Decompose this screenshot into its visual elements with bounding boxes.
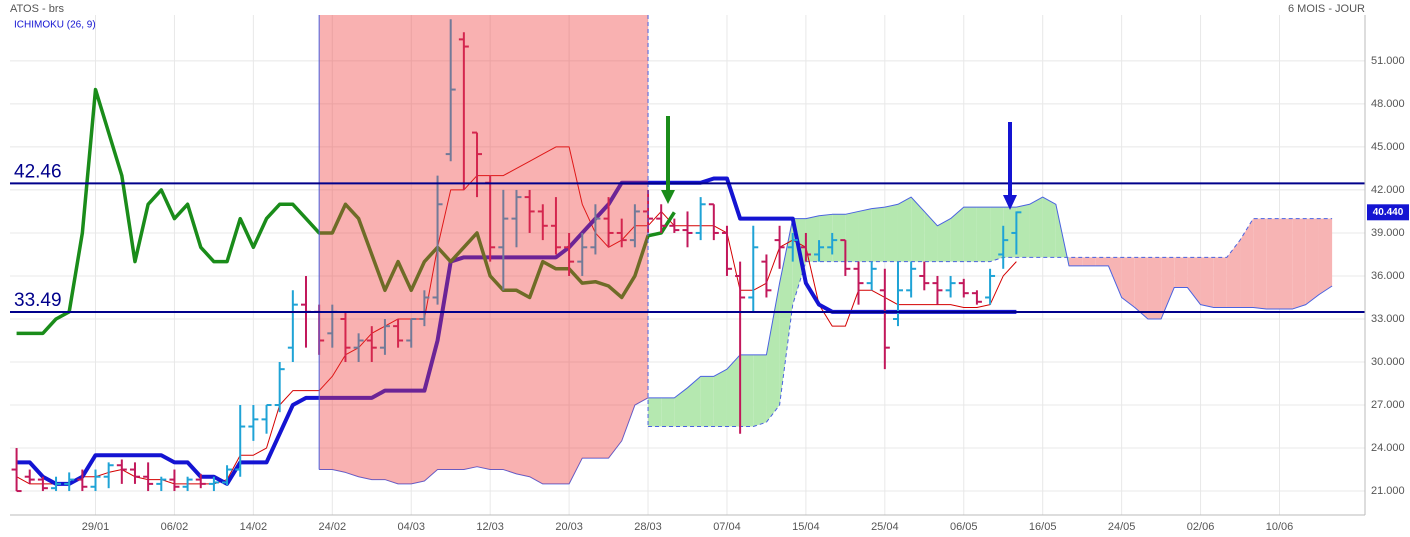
cloud [713,369,727,427]
cloud [674,387,688,427]
cloud [661,397,675,427]
cloud [1147,257,1162,319]
x-tick-label: 02/06 [1187,521,1215,533]
y-tick-label: 45.000 [1371,141,1405,153]
x-tick-label: 14/02 [240,521,268,533]
cloud [819,214,833,262]
y-tick-label: 21.000 [1371,485,1405,497]
line-series [319,196,1333,485]
x-tick-label: 06/02 [161,521,189,533]
overlay: 42.46 33.49 [10,161,1365,313]
plot-area [10,15,1365,515]
y-tick-label: 48.000 [1371,98,1405,110]
cloud [845,211,859,262]
line-series [648,218,1333,428]
y-tick-label: 51.000 [1371,55,1405,67]
cloud [976,207,991,262]
cloud [1187,257,1201,305]
cloud [1266,218,1280,309]
x-tick-label: 28/03 [634,521,662,533]
cloud [1161,257,1175,319]
cloud [1213,257,1227,308]
cloud [1121,257,1135,308]
level-label: 42.46 [14,161,62,182]
cloud [648,397,662,427]
chart-subtitle: 6 MOIS - JOUR [1288,3,1365,15]
x-tick-label: 29/01 [82,521,110,533]
cloud [950,207,964,262]
y-tick-label: 33.000 [1371,313,1405,325]
cloud [753,354,767,427]
y-tick-label: 24.000 [1371,442,1405,454]
cloud [937,218,951,262]
cloud [1200,257,1214,308]
cloud [1318,218,1333,295]
x-tick-label: 07/04 [713,521,741,533]
cloud [832,214,846,262]
cloud-zone [319,15,649,484]
cloud [963,207,977,262]
level-label: 33.49 [14,290,62,311]
cloud [858,208,872,262]
cloud [1016,204,1030,258]
arrow-green [661,116,675,204]
cloud [700,376,714,427]
cloud [1095,257,1109,266]
cloud [884,204,898,262]
cloud [1305,218,1319,305]
x-tick-label: 06/05 [950,521,978,533]
x-tick-label: 24/02 [319,521,347,533]
x-tick-label: 25/04 [871,521,899,533]
last-price-label: 40.440 [1373,207,1404,218]
arrow-blue [1003,122,1017,210]
cloud [1226,240,1241,308]
x-tick-label: 16/05 [1029,521,1057,533]
cloud [1069,257,1083,266]
x-tick-label: 12/03 [476,521,504,533]
line-series [16,87,676,336]
x-tick-label: 10/06 [1266,521,1294,533]
cloud [766,283,780,423]
x-tick-label: 04/03 [397,521,425,533]
cloud [1174,257,1188,288]
cloud [687,376,701,427]
last-price-box [1367,204,1409,221]
x-tick-label: 20/03 [555,521,583,533]
cloud [871,207,885,262]
cloud [1292,218,1306,309]
y-tick-label: 27.000 [1371,399,1405,411]
cloud [990,207,1004,262]
x-tick-label: 15/04 [792,521,820,533]
cloud [924,211,938,262]
indicator-label: ICHIMOKU (26, 9) [14,20,96,31]
cloud [726,354,741,427]
cloud [1108,257,1122,298]
y-tick-label: 36.000 [1371,270,1405,282]
line-series [16,146,1017,485]
cloud [1134,257,1148,319]
cloud [1082,257,1096,266]
x-tick-label: 24/05 [1108,521,1136,533]
cloud [1240,218,1254,308]
cloud [897,197,912,262]
cloud [805,215,820,262]
y-tick-label: 30.000 [1371,356,1405,368]
cloud [740,354,754,427]
cloud [911,197,925,262]
cloud [1029,197,1043,258]
chart-title: ATOS - brs [10,3,64,15]
cloud [1279,218,1293,309]
y-tick-label: 39.000 [1371,227,1405,239]
y-tick-label: 42.000 [1371,184,1405,196]
cloud [1003,207,1017,258]
cloud [1253,218,1267,309]
cloud [1042,197,1056,258]
